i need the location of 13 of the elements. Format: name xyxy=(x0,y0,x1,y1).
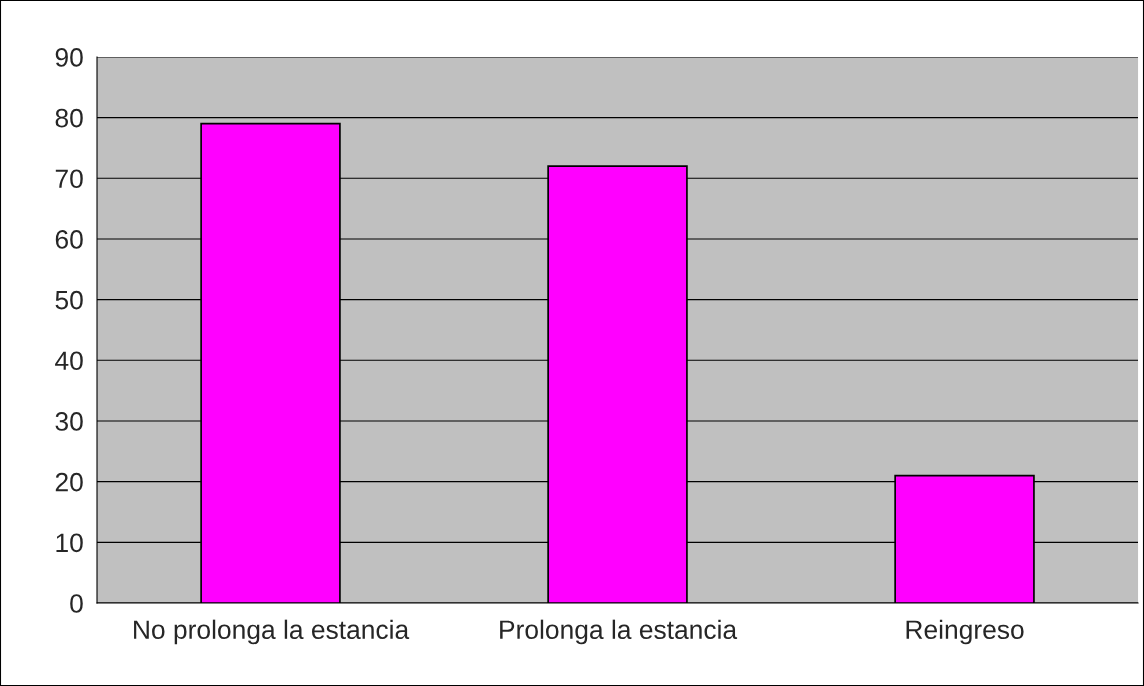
x-tick-label: Prolonga la estancia xyxy=(500,619,738,645)
y-tick-label: 70 xyxy=(55,169,83,189)
y-tick-label: 0 xyxy=(70,594,83,613)
y-tick-label: 60 xyxy=(55,230,83,249)
y-tick-label: 50 xyxy=(55,290,83,310)
y-tick-label: 90 xyxy=(55,48,83,67)
x-tick-label: Reingreso xyxy=(906,619,1024,645)
y-tick-label: 40 xyxy=(55,351,83,371)
y-tick-label: 10 xyxy=(56,533,83,553)
x-tick-label: No prolonga la estancia xyxy=(134,619,410,645)
y-tick-label: 30 xyxy=(55,412,83,431)
y-tick-label: 20 xyxy=(55,472,83,492)
y-tick-label: 80 xyxy=(55,108,83,128)
